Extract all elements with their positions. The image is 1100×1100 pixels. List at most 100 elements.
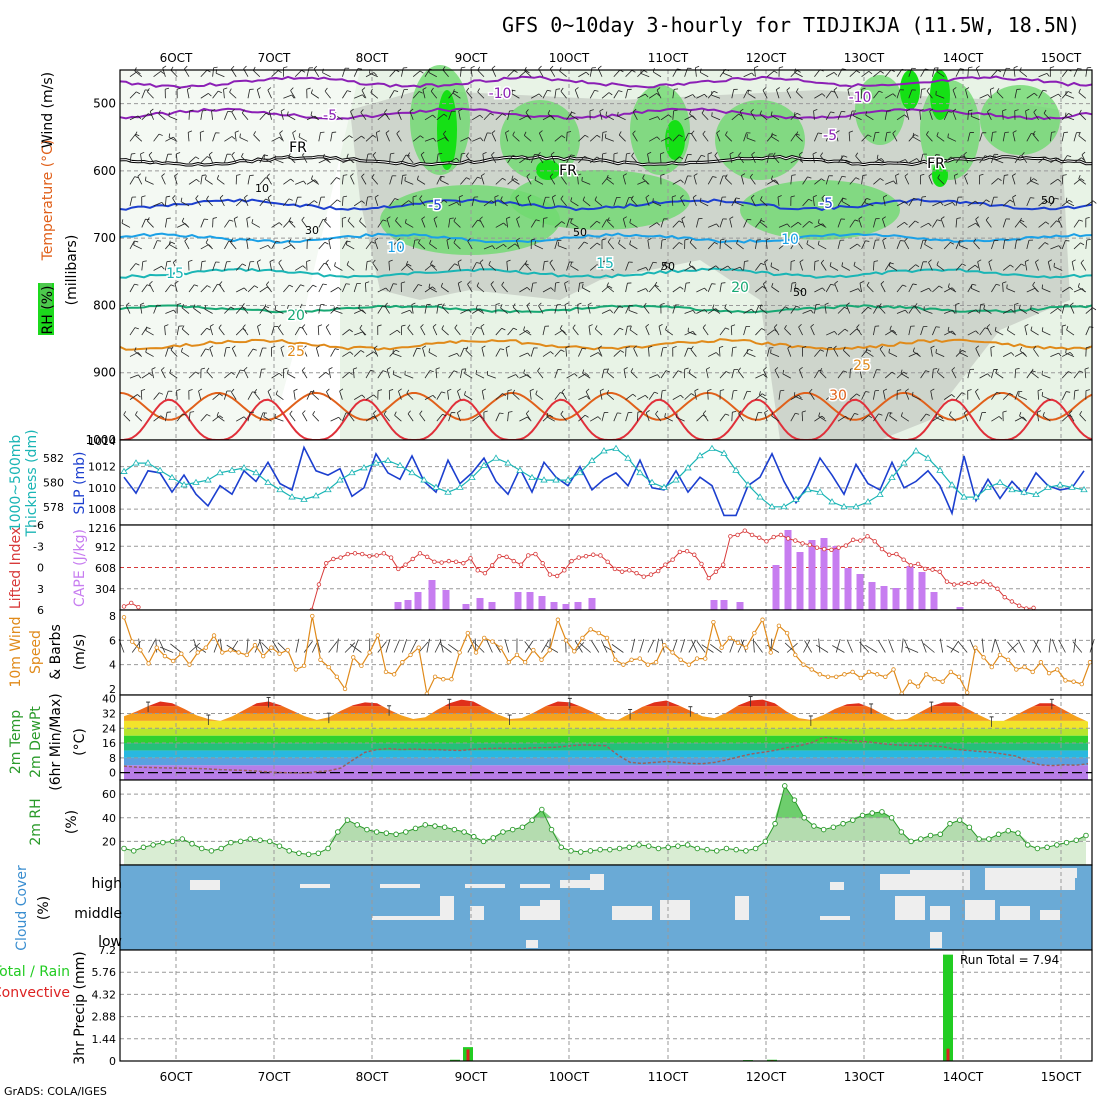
wind-barb-flag	[406, 389, 410, 394]
wind-barb-flag	[158, 110, 161, 114]
wind-barb-flag	[556, 88, 561, 90]
wind-barb	[453, 220, 461, 228]
rh-green-blob-6	[980, 85, 1060, 155]
wind-barb-flag	[373, 410, 377, 414]
wind-barb	[896, 89, 901, 99]
wind-barb-flag	[854, 219, 859, 222]
cape-bar-1	[404, 600, 412, 610]
wind-barb	[389, 198, 396, 207]
wind-barb	[814, 178, 822, 185]
wind-barb	[812, 196, 815, 206]
wind-barb-flag	[429, 239, 432, 244]
wind-barb	[689, 242, 697, 250]
wind-barb-flag	[793, 112, 796, 117]
wind-speed-marker	[817, 672, 823, 677]
lifted-y-tick: -6	[33, 519, 44, 532]
wind-barb-flag	[404, 219, 407, 224]
wind-barb-flag	[442, 413, 447, 417]
wind-label-b: Speed	[28, 630, 44, 674]
wind-barb	[755, 305, 760, 314]
wind-barb	[542, 197, 546, 207]
rh-label: RH (%)	[40, 286, 56, 335]
wind-barb-flag	[301, 216, 305, 221]
wind-barb	[979, 304, 981, 314]
wind-barb	[424, 137, 434, 142]
wind-barb-flag	[763, 367, 767, 371]
wind-barb	[467, 240, 473, 250]
wind-barb-flag	[1077, 68, 1082, 70]
wind-barb-flag	[691, 130, 695, 135]
precip-y-tick: 4.32	[92, 988, 117, 1001]
lifted-marker	[518, 562, 524, 567]
wind-barb	[837, 218, 842, 228]
wind-barb	[165, 261, 168, 271]
wind-barb	[200, 175, 203, 185]
rh-marker	[1024, 842, 1031, 848]
wind-barb	[908, 158, 917, 164]
wind-barb	[904, 240, 910, 250]
wind-barb	[625, 153, 627, 163]
wind-barb	[983, 308, 992, 314]
wind-barb	[601, 309, 611, 314]
wind-barb	[235, 199, 243, 207]
lifted-marker	[569, 558, 574, 564]
wind-barb	[421, 218, 426, 228]
wind-barb-flag	[688, 369, 691, 374]
rh-marker	[121, 845, 127, 852]
lifted-marker	[316, 582, 322, 587]
wind-barb-flag	[513, 327, 518, 331]
wind-barb	[660, 262, 666, 271]
wind-barb	[247, 175, 251, 185]
cloud-gap-28	[526, 940, 538, 948]
wind-barb-10m	[1072, 641, 1083, 653]
wind-barb-flag	[394, 411, 397, 416]
rh-bright-blob-1	[536, 160, 560, 180]
wind-barb	[566, 373, 575, 379]
wind-barb-flag	[786, 87, 791, 91]
wind-barb	[618, 243, 626, 250]
wind-barb-flag	[393, 283, 398, 285]
wind-barb-flag	[337, 199, 341, 203]
wind-barb	[330, 348, 336, 357]
wind-barb	[729, 153, 733, 163]
wind-barb	[457, 283, 461, 293]
wind-barb	[1073, 132, 1077, 142]
wind-speed-marker	[907, 679, 913, 684]
wind-barb-flag	[833, 72, 838, 76]
lifted-marker	[605, 559, 610, 565]
wind-barb-flag	[565, 345, 570, 348]
wind-barb-flag	[716, 223, 720, 228]
thickness-marker	[432, 483, 440, 490]
wind-barb-flag	[531, 238, 536, 241]
wind-barb	[457, 412, 461, 422]
wind-barb-flag	[770, 111, 773, 116]
wind-barb-flag	[570, 111, 573, 116]
wind-barb	[385, 132, 390, 142]
wind-barb	[755, 240, 758, 250]
wind-barb	[711, 115, 721, 121]
wind-barb	[873, 305, 879, 314]
wind-barb	[607, 220, 615, 228]
wind-barb	[353, 394, 363, 400]
wind-barb-flag	[935, 413, 937, 418]
wind-barb-flag	[773, 70, 778, 74]
wind-barb-flag	[449, 217, 454, 219]
wind-barb	[495, 177, 503, 185]
wind-barb-flag	[930, 345, 935, 349]
wind-barb-flag	[421, 216, 426, 220]
wind-barb-flag	[952, 108, 957, 112]
wind-barb	[755, 412, 759, 422]
wind-barb-flag	[738, 410, 742, 414]
wind-barb-flag	[165, 87, 170, 90]
wind-barb-10m	[148, 639, 156, 653]
wind-barb	[884, 412, 889, 422]
wind-barb	[389, 90, 395, 99]
wind-barb	[274, 417, 284, 422]
wind-barb	[526, 176, 532, 185]
wind-barb	[656, 89, 662, 99]
thickness-marker	[636, 469, 644, 476]
precip-conv-bar-0	[466, 1049, 470, 1061]
wind-barb	[1002, 132, 1006, 142]
wind-barb	[141, 372, 150, 379]
rh-marker	[257, 837, 263, 843]
